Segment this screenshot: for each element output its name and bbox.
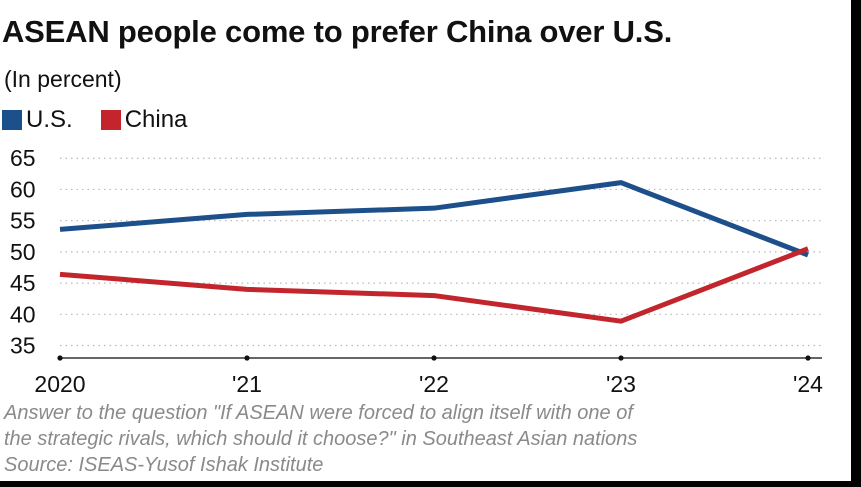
legend: U.S. China: [2, 106, 215, 134]
x-tick-mark: [805, 355, 811, 361]
x-tick-mark: [618, 355, 624, 361]
x-tick-mark: [57, 355, 63, 361]
legend-swatch-us: [2, 110, 22, 130]
footnote: Answer to the question "If ASEAN were fo…: [4, 400, 637, 478]
source-note: Source: ISEAS-Yusof Ishak Institute: [4, 454, 324, 476]
legend-item-china: China: [100, 106, 188, 134]
series-line-us: [59, 180, 809, 258]
chart-subtitle: (In percent): [4, 66, 122, 92]
y-tick-label: 50: [10, 239, 36, 265]
y-tick-label: 35: [10, 333, 36, 359]
footnote-line-1: Answer to the question "If ASEAN were fo…: [4, 402, 633, 424]
x-tick-label: '24: [793, 371, 823, 397]
legend-label-china: China: [124, 106, 188, 133]
x-tick-label: '21: [232, 371, 262, 397]
y-tick-label: 40: [10, 301, 36, 327]
x-tick-mark: [244, 355, 250, 361]
footnote-line-2: the strategic rivals, which should it ch…: [4, 428, 638, 450]
y-tick-label: 45: [10, 270, 36, 296]
chart-card: ASEAN people come to prefer China over U…: [0, 0, 851, 481]
x-tick-label: '23: [606, 371, 636, 397]
legend-label-us: U.S.: [26, 106, 73, 133]
y-tick-label: 55: [10, 208, 36, 234]
series-line-china: [59, 246, 809, 324]
y-tick-label: 60: [10, 176, 36, 202]
line-chart: 35 40 45 50 55 60 65 2020 '21 '22 '23 '24: [10, 145, 823, 397]
legend-item-us: U.S.: [2, 106, 73, 134]
chart-title: ASEAN people come to prefer China over U…: [2, 14, 673, 49]
y-tick-label: 65: [10, 145, 36, 171]
legend-swatch-china: [100, 110, 121, 130]
x-tick-label: '22: [419, 371, 449, 397]
x-tick-label: 2020: [34, 371, 85, 397]
x-tick-mark: [431, 355, 437, 361]
